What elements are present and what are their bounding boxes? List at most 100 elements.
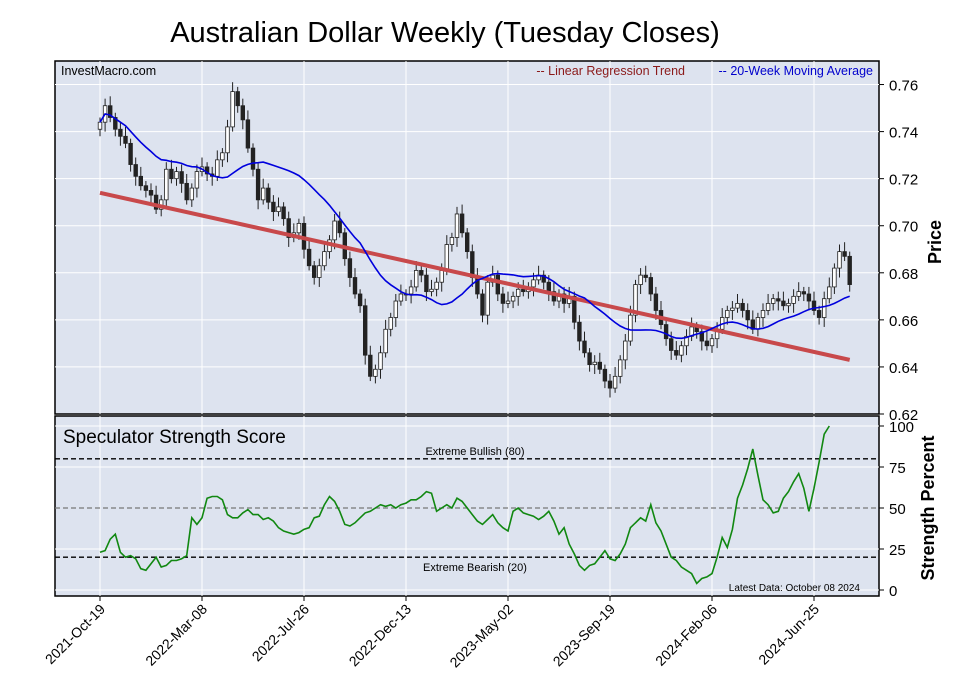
candle-down <box>653 293 659 311</box>
candle-up <box>612 375 618 389</box>
candle-down <box>674 350 679 356</box>
candle-up <box>628 314 633 342</box>
candle-down <box>362 305 368 356</box>
candle-down <box>337 220 342 234</box>
candle-down <box>816 310 822 318</box>
candle-up <box>725 310 730 318</box>
candle-down <box>143 185 149 191</box>
candle-up <box>679 345 684 356</box>
candle-up <box>485 281 490 316</box>
candle-down <box>500 293 506 304</box>
legend-moving-average: -- 20-Week Moving Average <box>719 64 874 78</box>
candle-down <box>169 168 174 180</box>
candle-up <box>383 328 388 354</box>
candle-up <box>189 187 194 201</box>
candle-down <box>419 270 424 276</box>
candle-down <box>368 354 373 377</box>
x-tick-label: 2022-Jul-26 <box>249 601 313 665</box>
candle-up <box>215 159 220 177</box>
candle-up <box>765 302 771 311</box>
score-panel-background <box>54 415 880 597</box>
candle-up <box>791 295 796 304</box>
candle-down <box>250 147 256 170</box>
x-tick-label: 2021-Oct-19 <box>42 601 108 667</box>
candle-down <box>572 295 577 323</box>
score-tick-label: 75 <box>889 460 906 477</box>
candlestick-series <box>97 82 852 398</box>
candle-down <box>781 300 786 307</box>
candle-down <box>643 274 648 278</box>
candle-down <box>806 293 812 302</box>
candle-down <box>184 182 189 201</box>
candle-up <box>439 270 444 283</box>
candle-down <box>286 218 291 238</box>
candle-down <box>459 213 465 234</box>
price-tick-label: 0.66 <box>889 313 918 330</box>
candle-down <box>133 164 138 177</box>
candle-up <box>638 274 643 285</box>
candle-down <box>602 368 608 382</box>
candle-down <box>271 201 276 213</box>
candle-down <box>699 331 704 342</box>
candle-down <box>138 175 143 187</box>
score-tick-label: 50 <box>889 501 906 518</box>
candle-down <box>842 251 847 257</box>
candle-up <box>434 281 439 290</box>
candle-up <box>164 168 169 201</box>
candle-up <box>388 317 393 330</box>
candle-up <box>220 152 225 161</box>
candle-down <box>704 340 710 347</box>
candle-down <box>179 171 184 184</box>
candle-down <box>546 281 551 293</box>
candle-up <box>378 352 383 370</box>
price-tick-label: 0.72 <box>889 172 918 189</box>
candle-down <box>495 274 500 295</box>
candle-down <box>123 135 128 144</box>
candle-up <box>225 126 230 154</box>
candle-down <box>118 128 123 137</box>
candle-up <box>505 300 511 304</box>
candle-down <box>776 298 781 302</box>
candle-up <box>832 267 837 288</box>
candle-down <box>648 277 653 295</box>
price-panel: 0.62 0.64 0.66 0.68 0.70 0.72 0.74 0.76 InvestM… <box>54 60 945 424</box>
candle-up <box>827 286 832 300</box>
candle-up <box>633 284 638 316</box>
candle-down <box>801 291 806 295</box>
candle-down <box>148 190 154 196</box>
candle-up <box>510 295 516 302</box>
candle-down <box>663 324 669 340</box>
candle-down <box>108 105 113 118</box>
extreme-bearish-label: Extreme Bearish (20) <box>423 562 527 574</box>
candle-up <box>444 244 449 271</box>
candle-down <box>281 206 286 220</box>
candle-up <box>429 288 434 293</box>
candle-up <box>393 300 398 318</box>
candle-up <box>449 237 455 245</box>
candle-down <box>541 274 546 283</box>
latest-data-label: Latest Data: October 08 2024 <box>729 583 861 594</box>
candle-up <box>194 171 200 189</box>
candle-up <box>230 91 235 128</box>
candle-down <box>577 321 582 342</box>
candle-down <box>311 265 317 278</box>
score-tick-label: 100 <box>889 419 914 436</box>
price-tick-label: 0.68 <box>889 266 918 283</box>
price-tick-label: 0.76 <box>889 78 918 95</box>
candle-down <box>582 340 587 354</box>
candle-down <box>745 310 750 321</box>
candle-up <box>755 317 761 330</box>
candle-down <box>352 277 358 295</box>
price-tick-label: 0.62 <box>889 407 918 424</box>
candle-up <box>174 171 179 180</box>
strength-score-line <box>99 425 830 585</box>
candle-down <box>306 248 312 267</box>
candle-up <box>684 335 689 347</box>
price-tick-label: 0.74 <box>889 125 918 142</box>
candle-down <box>113 117 118 130</box>
candle-up <box>373 368 378 377</box>
candle-up <box>322 251 327 267</box>
x-tick-label: 2024-Feb-06 <box>652 601 720 669</box>
score-grid <box>55 416 879 596</box>
price-tick-label: 0.70 <box>889 219 918 236</box>
